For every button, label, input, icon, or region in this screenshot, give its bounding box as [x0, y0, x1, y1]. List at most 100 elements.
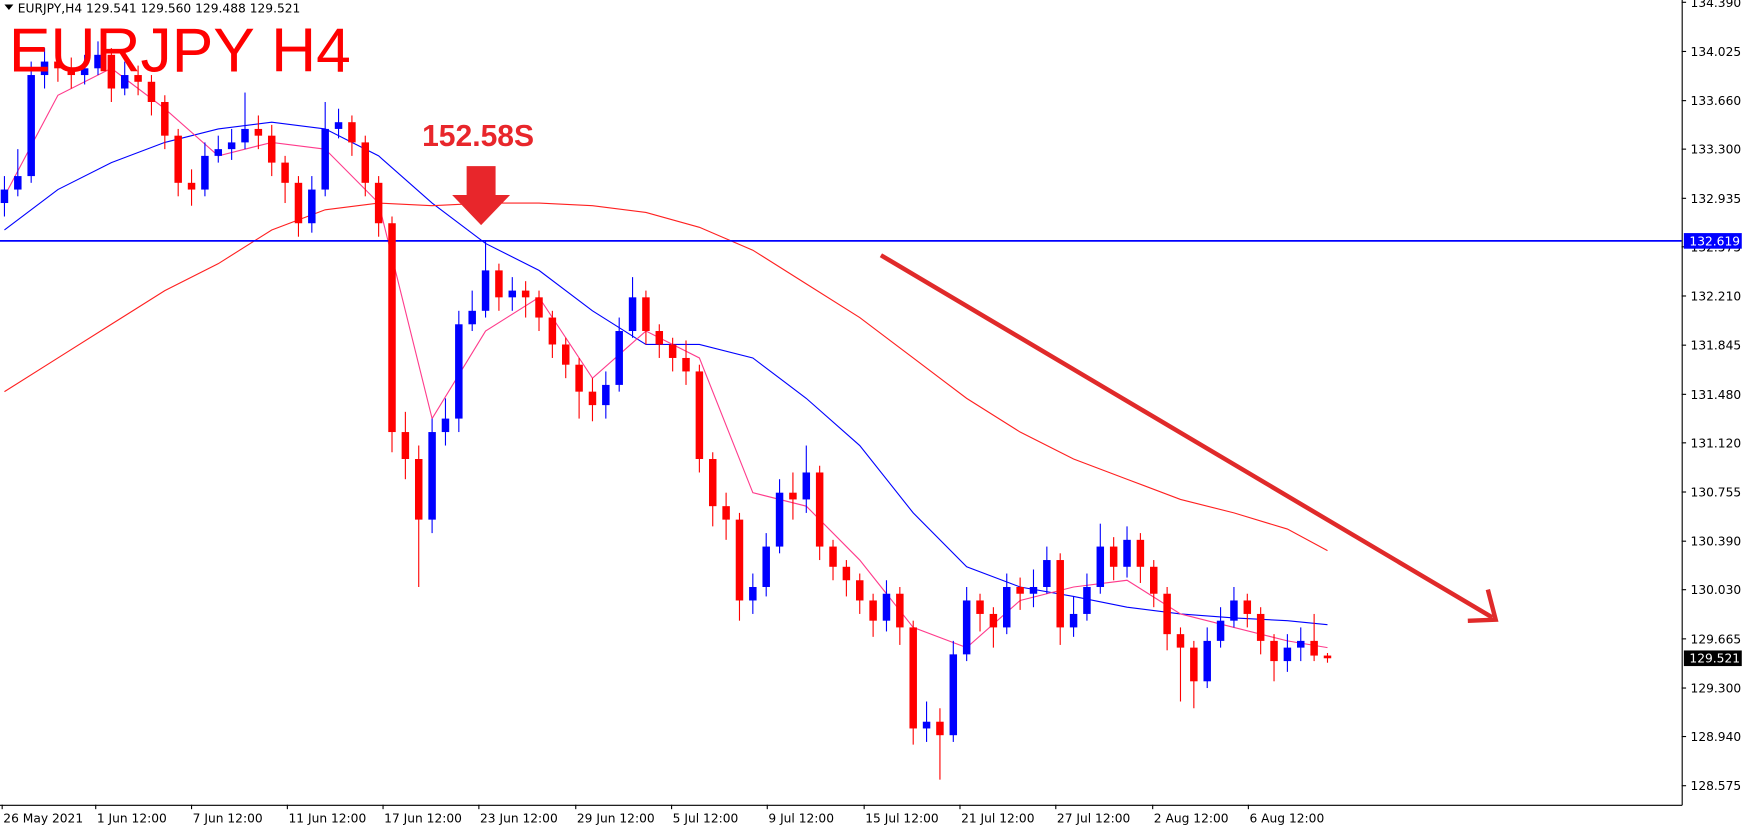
moving-average-line	[4, 202, 1328, 552]
last-price-label: 129.521	[1689, 652, 1740, 666]
candle-body	[174, 135, 182, 183]
y-tick-label: 132.210	[1691, 289, 1742, 303]
y-tick-label: 131.845	[1691, 339, 1742, 353]
candle-body	[361, 142, 370, 183]
menu-triangle	[4, 4, 14, 11]
candle-body	[1136, 539, 1145, 567]
candle-body	[1123, 539, 1131, 567]
info-high: 129.560	[141, 1, 192, 15]
x-tick-label: 15 Jul 12:00	[865, 812, 938, 826]
candle-body	[1190, 647, 1198, 682]
candle-body	[27, 75, 35, 177]
x-tick-label: 11 Jun 12:00	[288, 812, 366, 826]
info-open: 129.541	[86, 1, 137, 15]
candle-body	[1056, 560, 1064, 628]
y-tick-label: 132.935	[1691, 192, 1742, 206]
candle-body	[1163, 593, 1171, 635]
candle-body	[1029, 586, 1038, 594]
candle-body	[642, 297, 650, 332]
y-tick-label: 128.575	[1691, 779, 1742, 793]
info-low: 129.488	[195, 1, 246, 15]
candle-body	[0, 189, 9, 204]
candle-body	[187, 182, 196, 190]
candle-body	[682, 357, 690, 372]
candle-body	[107, 54, 116, 89]
candle-body	[882, 593, 891, 621]
candle-body	[588, 391, 597, 406]
annotation: 152.58S	[422, 120, 534, 153]
candle-body	[735, 519, 744, 601]
candle-body	[281, 162, 289, 183]
trend-arrow-line	[879, 253, 1494, 620]
y-tick-label: 134.025	[1691, 45, 1742, 59]
candle-body	[321, 128, 329, 190]
candle-body	[94, 54, 102, 69]
candle-body	[989, 613, 998, 628]
y-tick-label: 128.940	[1691, 730, 1742, 744]
level-label: 132.619	[1689, 234, 1740, 248]
candle-body	[1323, 655, 1332, 659]
candle-body	[1016, 586, 1024, 594]
candle-body	[1310, 640, 1318, 656]
candle-body	[802, 472, 811, 500]
x-tick-label: 5 Jul 12:00	[673, 812, 739, 826]
candle-body	[602, 384, 610, 406]
candle-body	[615, 331, 623, 385]
candle-body	[414, 459, 423, 520]
candle-body	[468, 310, 476, 325]
info-line: EURJPY,H4 129.541 129.560 129.488 129.52…	[18, 1, 301, 15]
y-tick-label: 130.390	[1691, 535, 1742, 549]
candle-body	[1256, 613, 1265, 641]
candle-body	[214, 149, 223, 156]
info-symbol: EURJPY,H4	[18, 1, 83, 15]
candle-body	[535, 297, 543, 318]
candle-body	[1003, 586, 1011, 628]
candle-body	[869, 600, 877, 621]
candle-body	[120, 75, 129, 89]
candle-body	[628, 297, 637, 332]
y-tick-label: 129.300	[1691, 681, 1742, 695]
y-tick-label: 129.665	[1691, 632, 1742, 646]
candle-body	[1243, 600, 1252, 614]
x-tick-label: 23 Jun 12:00	[480, 812, 558, 826]
y-tick-label: 133.660	[1691, 94, 1742, 108]
candle-body	[561, 344, 570, 365]
candle-body	[334, 122, 343, 129]
candle-body	[842, 566, 851, 581]
candle-body	[455, 324, 463, 419]
candle-body	[1083, 586, 1091, 614]
candle-body	[1216, 620, 1225, 641]
candle-body	[722, 506, 730, 520]
candle-body	[80, 68, 89, 76]
level-label-box	[1683, 233, 1742, 249]
candle-body	[936, 721, 944, 736]
candle-body	[254, 128, 263, 136]
candle-body	[374, 182, 383, 224]
x-tick-label: 1 Jun 12:00	[97, 812, 167, 826]
last-price-box	[1683, 650, 1742, 667]
chart-title: EURJPY H4	[9, 16, 351, 85]
candle-body	[695, 371, 704, 460]
candle-body	[575, 364, 583, 392]
y-tick-label: 131.480	[1691, 388, 1742, 402]
candle-body	[1043, 560, 1051, 587]
candle-body	[67, 68, 76, 76]
candle-body	[896, 593, 904, 628]
candle-body	[54, 61, 62, 69]
candle-body	[147, 81, 156, 102]
x-tick-label: 6 Aug 12:00	[1249, 812, 1324, 826]
candle-body	[1109, 546, 1118, 567]
x-tick-label: 2 Aug 12:00	[1154, 812, 1229, 826]
candle-body	[40, 61, 49, 76]
candle-body	[815, 472, 824, 547]
candle-body	[508, 290, 517, 298]
x-tick-label: 17 Jun 12:00	[384, 812, 462, 826]
x-tick-label: 7 Jun 12:00	[193, 812, 263, 826]
x-tick-label: 9 Jul 12:00	[768, 812, 834, 826]
candle-body	[227, 142, 236, 150]
candle-body	[401, 432, 410, 460]
candle-body	[856, 580, 864, 601]
